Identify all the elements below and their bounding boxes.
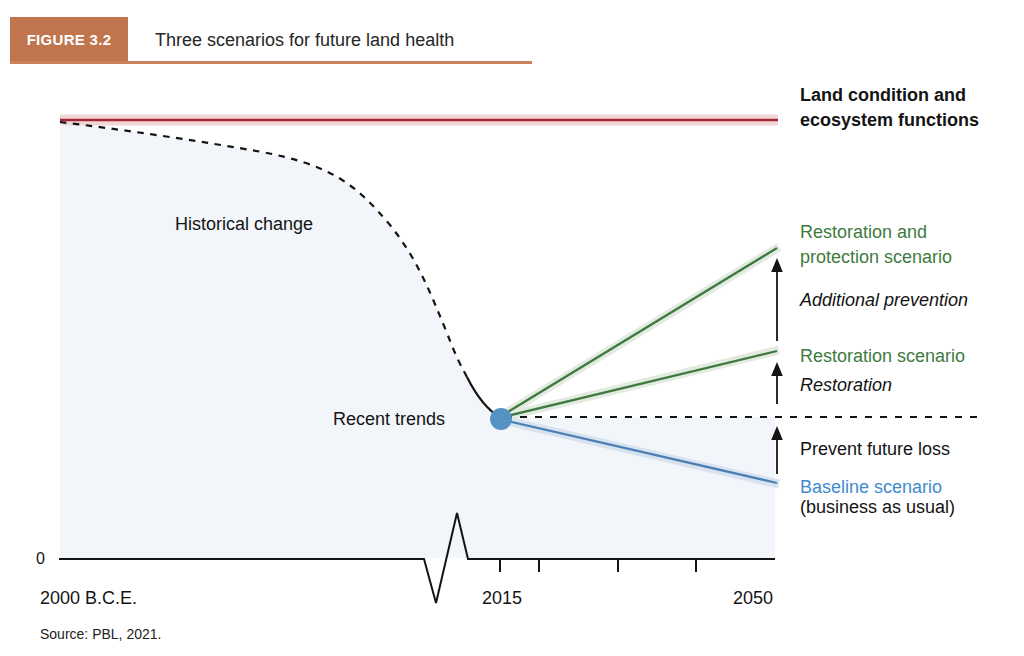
axis-start-label: 2000 B.C.E. [40, 588, 137, 609]
x-axis-ticks [500, 559, 696, 572]
historical-change-label: Historical change [175, 213, 313, 235]
restoration-arrow [771, 362, 783, 404]
additional-prevention-arrow [771, 258, 783, 341]
prevent-future-loss-label: Prevent future loss [800, 438, 950, 460]
business-as-usual-label: (business as usual) [800, 497, 955, 517]
restoration-line [503, 351, 777, 417]
land-condition-label: Land condition and ecosystem functions [800, 83, 1015, 133]
recent-trends-label: Recent trends [333, 408, 445, 430]
baseline-scenario-label: Baseline scenario [800, 477, 955, 497]
restoration-label: Restoration [800, 374, 892, 396]
figure-3-2: FIGURE 3.2 Three scenarios for future la… [0, 0, 1024, 656]
area-fill [60, 122, 775, 558]
axis-2015-label: 2015 [468, 588, 536, 609]
restoration-scenario-label: Restoration scenario [800, 345, 965, 367]
baseline-label-block: Baseline scenario (business as usual) [800, 477, 955, 517]
recent-trends-dot [490, 408, 512, 430]
additional-prevention-label: Additional prevention [800, 289, 968, 311]
source-note: Source: PBL, 2021. [40, 626, 161, 642]
axis-origin-label: 0 [36, 550, 45, 568]
restoration-protection-line [503, 248, 777, 415]
restoration-protection-label: Restoration and protection scenario [800, 220, 1005, 270]
axis-2050-label: 2050 [720, 588, 786, 609]
